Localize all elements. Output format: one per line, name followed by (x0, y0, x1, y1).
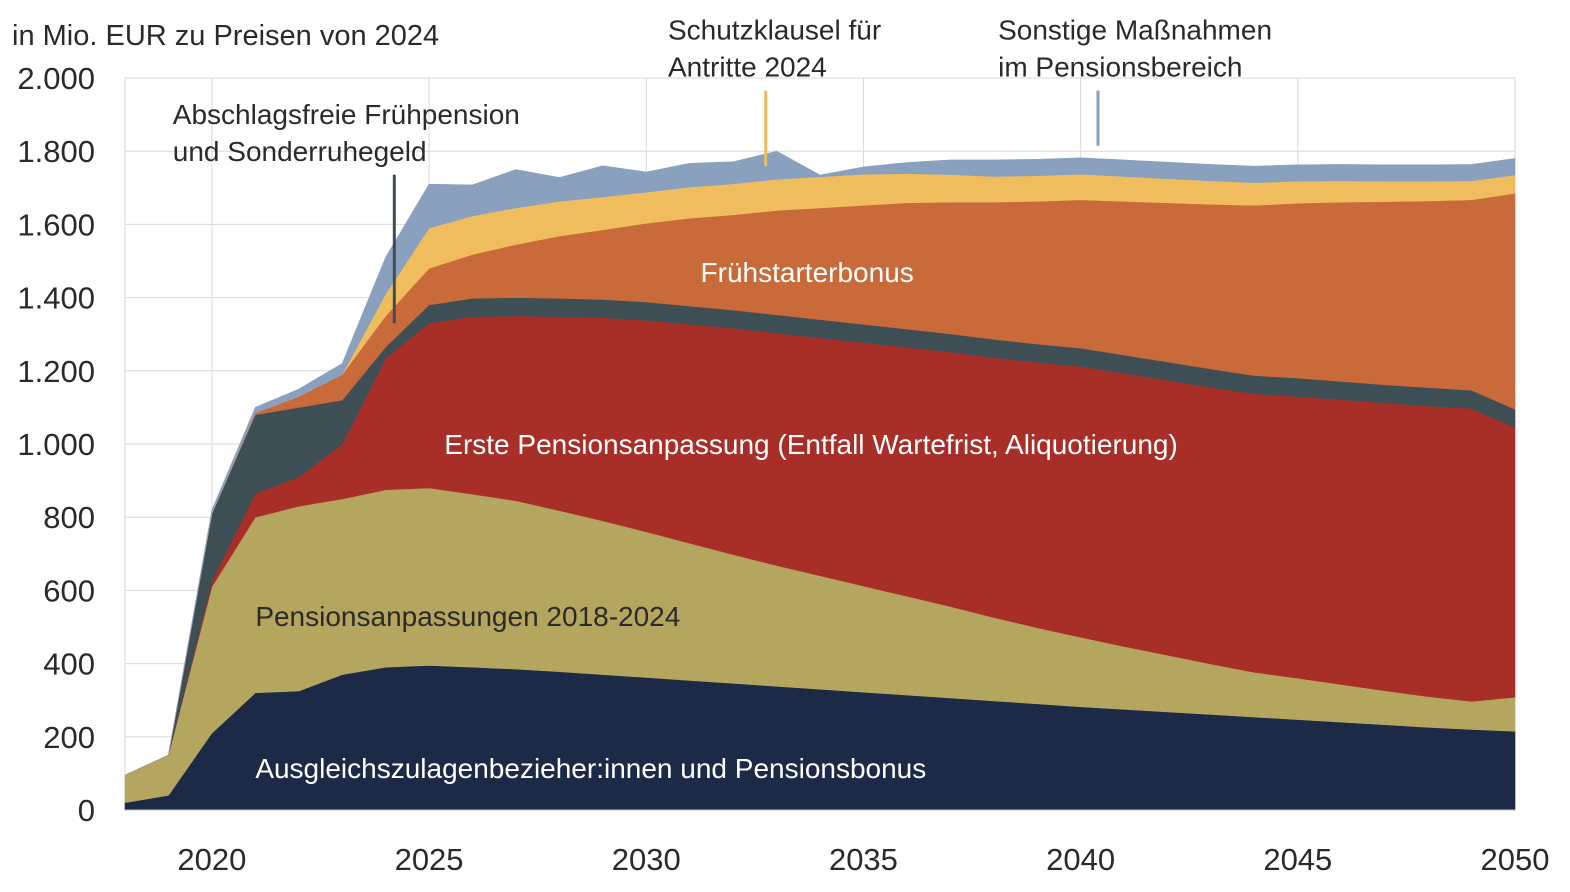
y-tick-label: 2.000 (17, 61, 95, 96)
y-tick-label: 200 (43, 720, 95, 755)
x-tick-label: 2050 (1481, 842, 1550, 877)
x-tick-label: 2025 (395, 842, 464, 877)
callout-text: Sonstige Maßnahmen (998, 15, 1272, 46)
callout-text: im Pensionsbereich (998, 52, 1242, 83)
y-tick-label: 800 (43, 500, 95, 535)
y-tick-label: 1.200 (17, 354, 95, 389)
area-label: Ausgleichszulagenbezieher:innen und Pens… (255, 753, 926, 784)
axes: 0 200 400 600 800 1.000 1.200 1.400 1.600 1.800 2.… (17, 61, 1549, 877)
x-tick-label: 2030 (612, 842, 681, 877)
callouts: Abschlagsfreie Frühpension und Sonderruhe… (173, 15, 1272, 324)
y-tick-label: 1.000 (17, 427, 95, 462)
callout-text: Antritte 2024 (668, 52, 827, 83)
y-tick-label: 400 (43, 647, 95, 682)
y-tick-label: 1.800 (17, 134, 95, 169)
callout-text: Schutzklausel für (668, 15, 881, 46)
callout-text: Abschlagsfreie Frühpension (173, 99, 520, 130)
area-label: Erste Pensionsanpassung (Entfall Wartefr… (444, 429, 1178, 460)
y-tick-label: 600 (43, 573, 95, 608)
x-tick-label: 2045 (1263, 842, 1332, 877)
y-axis-unit-label: in Mio. EUR zu Preisen von 2024 (12, 20, 439, 52)
y-tick-label: 1.400 (17, 281, 95, 316)
x-tick-label: 2020 (177, 842, 246, 877)
area-labels: Ausgleichszulagenbezieher:innen und Pens… (255, 257, 1178, 784)
y-tick-label: 0 (78, 793, 95, 828)
area-series-group (124, 150, 1516, 811)
callout-text: und Sonderruhegeld (173, 136, 427, 167)
x-tick-label: 2035 (829, 842, 898, 877)
area-label: Frühstarterbonus (701, 257, 914, 288)
area-series-6 (124, 150, 1516, 776)
area-label: Pensionsanpassungen 2018-2024 (255, 601, 680, 632)
x-tick-label: 2040 (1046, 842, 1115, 877)
y-tick-label: 1.600 (17, 207, 95, 242)
